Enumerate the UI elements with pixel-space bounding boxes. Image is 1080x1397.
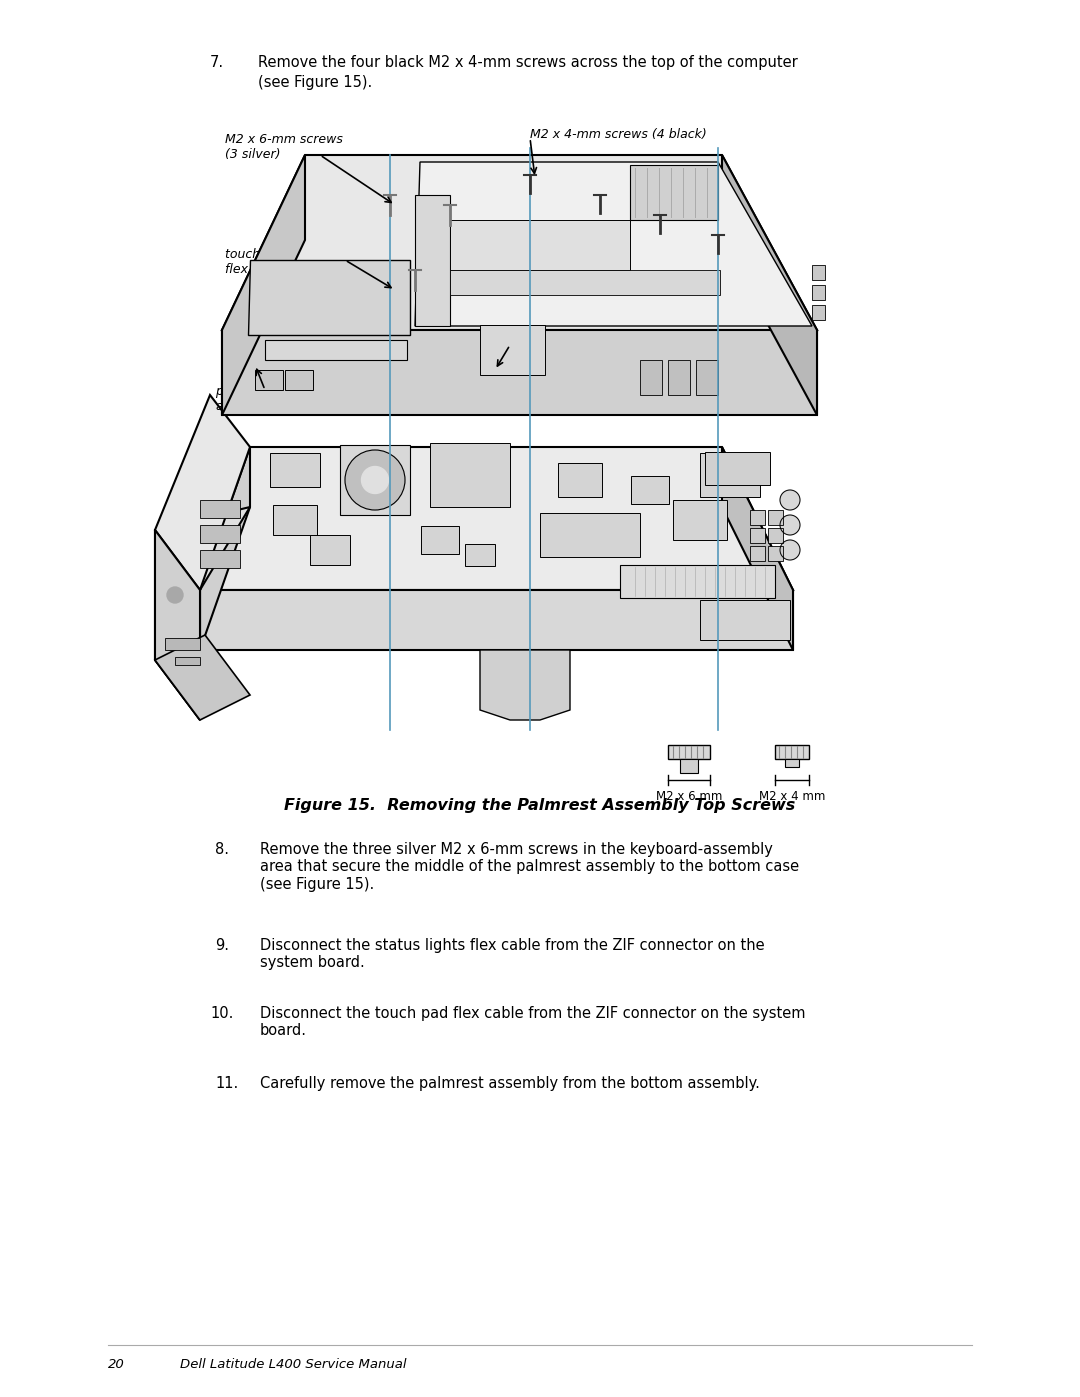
Polygon shape (156, 636, 249, 719)
Polygon shape (285, 370, 313, 390)
Polygon shape (700, 453, 760, 497)
Polygon shape (480, 650, 570, 719)
Text: Dell Latitude L400 Service Manual: Dell Latitude L400 Service Manual (180, 1358, 406, 1370)
Polygon shape (200, 525, 240, 543)
Polygon shape (775, 745, 809, 759)
Polygon shape (673, 500, 727, 541)
Text: M2 x 6 mm: M2 x 6 mm (656, 789, 723, 803)
Polygon shape (750, 528, 765, 543)
Polygon shape (768, 510, 783, 525)
Polygon shape (620, 564, 775, 598)
Polygon shape (812, 285, 825, 300)
Polygon shape (669, 360, 690, 395)
Text: 20: 20 (108, 1358, 125, 1370)
Polygon shape (200, 447, 249, 650)
Polygon shape (156, 529, 200, 719)
Polygon shape (222, 155, 816, 330)
Polygon shape (640, 360, 662, 395)
Polygon shape (222, 330, 816, 415)
Polygon shape (273, 504, 318, 535)
Polygon shape (450, 219, 630, 270)
Circle shape (362, 467, 389, 493)
Polygon shape (723, 447, 793, 650)
Text: palmrest
assembly: palmrest assembly (215, 386, 274, 414)
Polygon shape (248, 260, 410, 335)
Text: 9.: 9. (215, 937, 229, 953)
Polygon shape (480, 326, 545, 374)
Circle shape (780, 490, 800, 510)
Polygon shape (669, 745, 710, 759)
Polygon shape (680, 759, 698, 773)
Polygon shape (200, 447, 793, 590)
Polygon shape (705, 453, 770, 485)
Polygon shape (723, 155, 816, 415)
Polygon shape (768, 528, 783, 543)
Circle shape (345, 450, 405, 510)
Text: 7.: 7. (210, 54, 225, 70)
Text: Disconnect the touch pad flex cable from the ZIF connector on the system
board.: Disconnect the touch pad flex cable from… (260, 1006, 806, 1038)
Polygon shape (430, 443, 510, 507)
Circle shape (780, 515, 800, 535)
Text: touch pad
flex cable: touch pad flex cable (225, 249, 287, 277)
Text: Disconnect the status lights flex cable from the ZIF connector on the
system boa: Disconnect the status lights flex cable … (260, 937, 765, 971)
Polygon shape (200, 500, 240, 518)
Text: 11.: 11. (215, 1076, 239, 1091)
Polygon shape (310, 535, 350, 564)
Text: Carefully remove the palmrest assembly from the bottom assembly.: Carefully remove the palmrest assembly f… (260, 1076, 760, 1091)
Text: Remove the three silver M2 x 6-mm screws in the keyboard-assembly
area that secu: Remove the three silver M2 x 6-mm screws… (260, 842, 799, 891)
Polygon shape (175, 657, 200, 665)
Polygon shape (156, 395, 249, 590)
Polygon shape (421, 527, 459, 555)
Polygon shape (700, 599, 789, 640)
Text: M2 x 6-mm screws
(3 silver): M2 x 6-mm screws (3 silver) (225, 133, 342, 161)
Polygon shape (465, 543, 495, 566)
Text: M2 x 4 mm: M2 x 4 mm (759, 789, 825, 803)
Text: M2 x 4-mm screws (4 black): M2 x 4-mm screws (4 black) (530, 129, 706, 141)
Polygon shape (768, 546, 783, 562)
Polygon shape (222, 155, 305, 415)
Polygon shape (450, 270, 720, 295)
Polygon shape (750, 510, 765, 525)
Circle shape (167, 587, 183, 604)
Polygon shape (265, 339, 407, 360)
Circle shape (780, 541, 800, 560)
Text: 10.: 10. (210, 1006, 233, 1021)
Text: (see Figure 15).: (see Figure 15). (258, 75, 373, 89)
Polygon shape (200, 590, 793, 650)
Polygon shape (340, 446, 410, 515)
Text: 8.: 8. (215, 842, 229, 856)
Polygon shape (631, 476, 669, 504)
Polygon shape (750, 546, 765, 562)
Polygon shape (200, 550, 240, 569)
Polygon shape (156, 507, 249, 719)
Text: Remove the four black M2 x 4-mm screws across the top of the computer: Remove the four black M2 x 4-mm screws a… (258, 54, 798, 70)
Polygon shape (812, 265, 825, 279)
Text: Figure 15.  Removing the Palmrest Assembly Top Screws: Figure 15. Removing the Palmrest Assembl… (284, 798, 796, 813)
Polygon shape (255, 370, 283, 390)
Polygon shape (415, 196, 450, 326)
Polygon shape (165, 638, 200, 650)
Polygon shape (270, 453, 320, 488)
Text: status lights
flex cable: status lights flex cable (510, 335, 586, 363)
Polygon shape (696, 360, 718, 395)
Polygon shape (812, 305, 825, 320)
Polygon shape (630, 165, 718, 219)
Polygon shape (540, 513, 640, 557)
Polygon shape (415, 162, 812, 326)
Polygon shape (785, 759, 799, 767)
Polygon shape (558, 462, 602, 497)
